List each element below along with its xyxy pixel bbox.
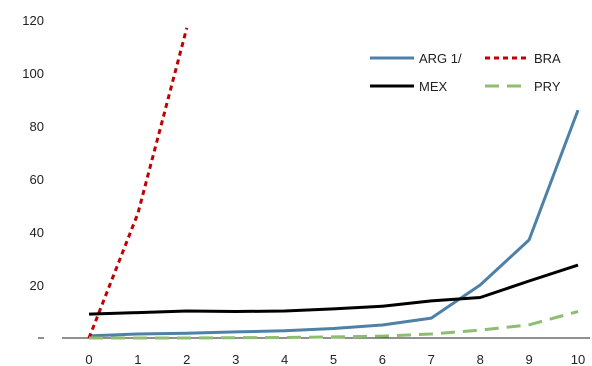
legend-label-bra: BRA xyxy=(534,51,561,66)
x-tick-label: 2 xyxy=(183,352,190,366)
x-tick-label: 3 xyxy=(232,352,239,366)
series-lines xyxy=(87,27,580,340)
x-tick-label: 1 xyxy=(134,352,141,366)
x-tick-label: 7 xyxy=(428,352,435,366)
legend-label-pry: PRY xyxy=(534,79,561,94)
y-tick-label: 120 xyxy=(22,13,44,28)
x-tick-label: 5 xyxy=(330,352,337,366)
legend-label-arg-1: ARG 1/ xyxy=(419,51,462,66)
series-line-mex xyxy=(88,263,579,316)
x-tick-label: 8 xyxy=(477,352,484,366)
y-tick-label: 80 xyxy=(30,119,44,134)
legend: ARG 1/BRA MEX PRY xyxy=(370,51,561,94)
x-tick-label: 4 xyxy=(281,352,288,366)
y-tick-label: 60 xyxy=(30,172,44,187)
legend-label-mex: MEX xyxy=(419,79,448,94)
x-tick-label: 10 xyxy=(571,352,585,366)
x-axis-ticks: 0 1 2 3 4 5 6 7 8 9 10 xyxy=(85,352,585,366)
series-line-bra xyxy=(87,27,189,339)
y-tick-label: 40 xyxy=(30,225,44,240)
x-tick-label: 9 xyxy=(525,352,532,366)
x-tick-label: 6 xyxy=(379,352,386,366)
series-line-arg-1 xyxy=(88,109,580,338)
x-tick-label: 0 xyxy=(85,352,92,366)
series-line-pry xyxy=(89,310,579,340)
y-tick-label: 100 xyxy=(22,66,44,81)
y-tick-label: 20 xyxy=(30,278,44,293)
y-axis-ticks: 20 40 60 80 100 120 xyxy=(22,13,44,339)
